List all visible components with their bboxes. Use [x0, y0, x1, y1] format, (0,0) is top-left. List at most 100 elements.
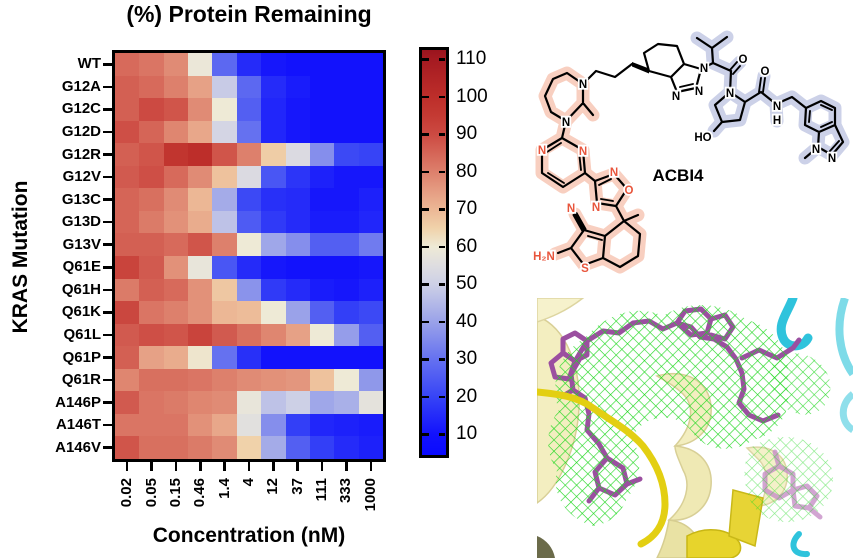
heatmap-cell — [139, 143, 164, 166]
heatmap-cell — [212, 233, 237, 256]
heatmap-cell — [261, 98, 286, 121]
heatmap-cell — [261, 210, 286, 234]
row-label: G12D — [61, 122, 101, 140]
heatmap-cell — [163, 323, 189, 347]
heatmap-cell — [358, 143, 383, 166]
y-tick — [103, 401, 112, 404]
colorbar-tick — [438, 433, 445, 436]
col-label: 0.15 — [166, 478, 184, 508]
col-label: 37 — [288, 478, 306, 495]
heatmap-cell — [285, 391, 310, 414]
heatmap-cell — [358, 391, 383, 414]
heatmap-cell — [309, 143, 335, 166]
x-tick — [125, 462, 129, 471]
heatmap-cell — [163, 233, 189, 256]
heatmap-cell — [261, 255, 286, 279]
heatmap-cell — [139, 210, 164, 234]
heatmap-cell — [163, 413, 189, 437]
heatmap-cell — [285, 436, 310, 459]
heatmap-cell — [334, 323, 359, 347]
y-tick — [103, 446, 112, 450]
atom-label: N — [610, 167, 618, 179]
atom-label: N — [726, 88, 734, 100]
y-tick — [103, 311, 112, 314]
heatmap-cell — [236, 391, 262, 414]
heatmap-cell — [285, 120, 310, 144]
row-label: Q61R — [61, 371, 101, 389]
colorbar-label: 10 — [456, 423, 478, 445]
colorbar-tick — [422, 320, 429, 324]
heatmap-cell — [261, 75, 286, 99]
colorbar-tick — [438, 358, 445, 361]
heatmap-cell — [188, 233, 213, 256]
row-label: Q61H — [61, 280, 101, 298]
heatmap-cell — [334, 233, 359, 256]
colorbar-label: 40 — [456, 310, 478, 332]
atom-label: S — [581, 263, 589, 275]
heatmap-cell — [139, 346, 164, 369]
heatmap-cell — [309, 75, 335, 99]
colorbar-label: 20 — [456, 385, 478, 407]
colorbar-tick — [438, 395, 445, 399]
heatmap-cell — [261, 143, 286, 166]
heatmap-cell — [334, 98, 359, 121]
heatmap-cell — [163, 255, 189, 279]
heatmap-cell — [309, 436, 335, 459]
row-label: Q61L — [63, 325, 101, 343]
heatmap-cell — [163, 346, 189, 369]
y-tick — [103, 356, 112, 359]
x-tick — [223, 462, 226, 471]
y-tick — [103, 265, 112, 269]
heatmap-cell — [261, 165, 286, 189]
heatmap-cell — [188, 75, 213, 99]
atom-label: N — [579, 146, 587, 158]
heatmap-cell — [285, 301, 310, 324]
heatmap-cell — [188, 346, 213, 369]
heatmap-cell — [188, 391, 213, 414]
heatmap-cell — [285, 323, 310, 347]
y-tick — [103, 220, 112, 224]
colorbar-tick — [422, 283, 429, 286]
heatmap-cell — [285, 233, 310, 256]
atom-label: N — [828, 153, 836, 165]
atom-label: N — [592, 202, 600, 214]
heatmap-cell — [163, 98, 189, 121]
heatmap-cell — [212, 323, 237, 347]
ligase-binder-bonds — [695, 35, 845, 160]
heatmap-cell — [358, 188, 383, 211]
heatmap-cell — [115, 301, 140, 324]
heatmap-cell — [236, 436, 262, 459]
col-label: 333 — [337, 478, 355, 504]
ligase-double-bonds — [729, 61, 840, 152]
heatmap-cell — [163, 53, 189, 76]
row-label: G13V — [62, 235, 101, 253]
atom-label: O — [625, 185, 634, 197]
x-tick — [174, 462, 178, 471]
heatmap-cell — [139, 53, 164, 76]
heatmap-cell — [358, 301, 383, 324]
heatmap-cell — [212, 98, 237, 121]
atom-label: N — [700, 63, 708, 75]
y-tick — [103, 423, 112, 427]
heatmap-cell — [236, 233, 262, 256]
heatmap-cell — [285, 98, 310, 121]
heatmap-cell — [358, 413, 383, 437]
heatmap-cell — [236, 301, 262, 324]
row-label: G13D — [61, 213, 101, 231]
x-tick — [345, 462, 348, 471]
heatmap-cell — [139, 120, 164, 144]
heatmap-cell — [163, 75, 189, 99]
heatmap-cell — [163, 436, 189, 459]
heatmap-cell — [188, 278, 213, 302]
atom-label: N — [672, 91, 680, 103]
heatmap-cell — [285, 255, 310, 279]
row-label: G12R — [61, 145, 101, 163]
heatmap-cell — [188, 120, 213, 144]
colorbar-label: 50 — [456, 273, 478, 295]
colorbar — [419, 47, 449, 458]
heatmap-cell — [309, 301, 335, 324]
x-tick — [247, 462, 251, 471]
y-tick — [103, 175, 112, 179]
